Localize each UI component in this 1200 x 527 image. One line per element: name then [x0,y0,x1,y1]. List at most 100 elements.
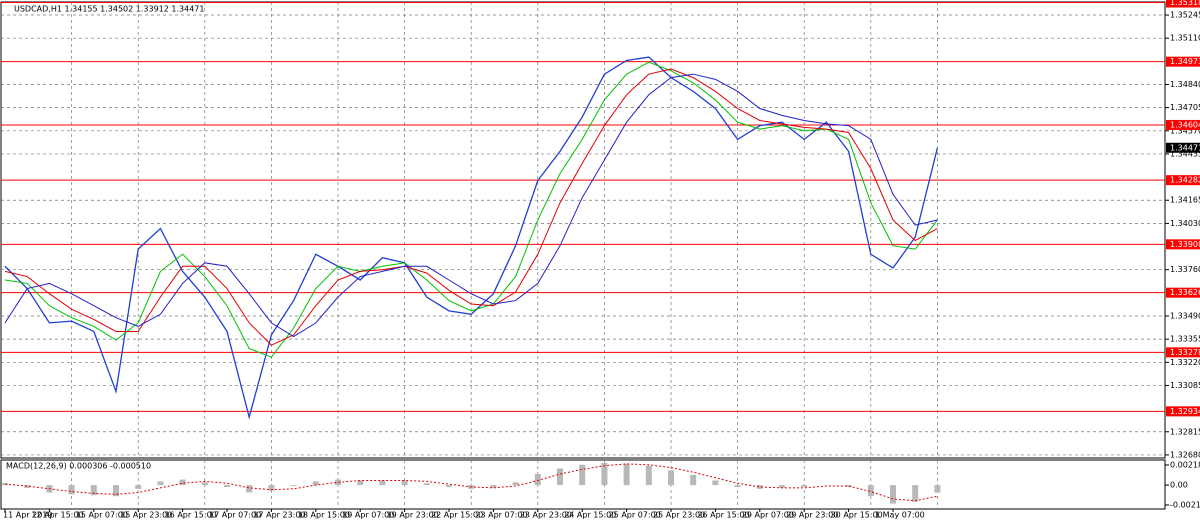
y-tick-label: 1.33490 [1170,312,1200,321]
level-label: 1.33908 [1170,240,1200,249]
level-label: 1.34604 [1170,120,1200,129]
y-tick-label: 1.34030 [1170,219,1200,228]
level-label: 1.33626 [1170,288,1200,297]
x-tick-label: 19 Apr 23:00 [387,511,439,520]
macd-y-tick-label: 0.002181 [1170,460,1200,469]
y-tick-label: 1.33085 [1170,381,1200,390]
macd-bar [557,468,563,486]
level-label-box [1166,56,1200,67]
level-label-box [1166,0,1200,8]
x-tick-label: 23 Apr 23:00 [520,511,572,520]
x-tick-label: 17 Apr 07:00 [209,511,261,520]
macd-bar [113,485,119,497]
macd-bar [357,480,364,486]
x-tick-label: 29 Apr 07:00 [742,511,794,520]
y-tick-label: 1.32680 [1170,450,1200,459]
macd-bar [890,485,896,504]
macd-bar [335,479,341,486]
macd-bar [734,485,741,487]
macd-bar [601,462,608,486]
price-label-box [1166,142,1200,153]
macd-bar [179,479,186,486]
x-tick-label: 22 Apr 15:00 [431,511,483,520]
level-label: 1.33278 [1170,348,1200,357]
y-tick-label: 1.32815 [1170,427,1200,436]
macd-bar [446,485,452,487]
price-line [4,56,939,420]
level-label-box [1166,347,1200,358]
macd-bar [135,485,142,489]
y-tick-label: 1.35245 [1170,11,1200,20]
macd-bar [379,480,386,486]
x-tick-label: 1 May 07:00 [875,511,925,520]
x-tick-label: 23 Apr 07:00 [475,511,527,520]
macd-y-tick-label: -0.002154 [1170,500,1200,509]
main-pane [0,1,1166,459]
level-label: 1.34282 [1170,176,1200,185]
macd-bar [690,474,697,486]
x-tick-label: 17 Apr 23:00 [253,511,305,520]
macd-bar [268,485,275,491]
x-tick-label: 19 Apr 07:00 [342,511,394,520]
x-tick-label: 11 Apr 2019 [3,511,52,520]
macd-y-tick-label: 0.00 [1170,481,1188,490]
macd-bar [24,485,31,488]
macd-bar [512,482,519,486]
x-tick-label: 12 Apr 15:00 [31,511,83,520]
y-tick-label: 1.35110 [1170,34,1200,43]
macd-bar [224,485,230,487]
x-tick-label: 26 Apr 15:00 [697,511,749,520]
macd-bar [157,481,164,486]
y-tick-label: 1.33220 [1170,358,1200,367]
macd-bar [90,485,97,496]
x-tick-label: 24 Apr 15:00 [564,511,616,520]
level-label-box [1166,119,1200,130]
y-tick-label: 1.34840 [1170,80,1200,89]
macd-bar [779,485,785,488]
macd-bar [645,465,652,486]
moving-average [4,68,938,346]
macd-bar [68,485,75,495]
macd-pane [0,459,1166,510]
x-tick-label: 25 Apr 23:00 [653,511,705,520]
y-tick-label: 1.34705 [1170,103,1200,112]
macd-bar [246,485,253,493]
moving-average [4,61,938,358]
level-label: 1.32934 [1170,407,1200,416]
macd-bar [712,480,719,486]
level-label-box [1166,175,1200,186]
macd-bar [934,485,941,493]
level-label-box [1166,239,1200,250]
macd-bar [534,474,541,486]
y-tick-label: 1.33760 [1170,265,1200,274]
moving-average [4,73,938,338]
macd-bar [801,485,808,487]
x-tick-label: 15 Apr 23:00 [120,511,172,520]
x-tick-label: 16 Apr 15:00 [165,511,217,520]
macd-bar [756,485,763,489]
x-tick-label: 25 Apr 07:00 [609,511,661,520]
y-tick-label: 1.33355 [1170,335,1200,344]
y-tick-label: 1.34165 [1170,196,1200,205]
x-tick-label: 29 Apr 23:00 [786,511,838,520]
macd-bar [401,480,408,486]
y-tick-label: 1.34570 [1170,126,1200,135]
macd-bar [423,483,430,486]
price-label: 1.34471 [1170,143,1200,152]
macd-bar [312,481,319,486]
macd-title: MACD(12,26,9) 0.000306 -0.000510 [6,462,151,471]
level-label: 1.35318 [1170,0,1200,7]
macd-bar [490,485,497,488]
macd-bar [623,463,630,486]
macd-bar [845,485,852,487]
level-label-box [1166,287,1200,298]
macd-bar [579,464,586,486]
x-tick-label: 30 Apr 15:00 [831,511,883,520]
y-tick-label: 1.34435 [1170,149,1200,158]
macd-bar [867,485,874,497]
macd-bar [290,485,297,487]
chart-title: USDCAD,H1 1.34155 1.34502 1.33912 1.3447… [14,5,204,14]
macd-bar [201,482,208,486]
level-label: 1.34973 [1170,57,1200,66]
